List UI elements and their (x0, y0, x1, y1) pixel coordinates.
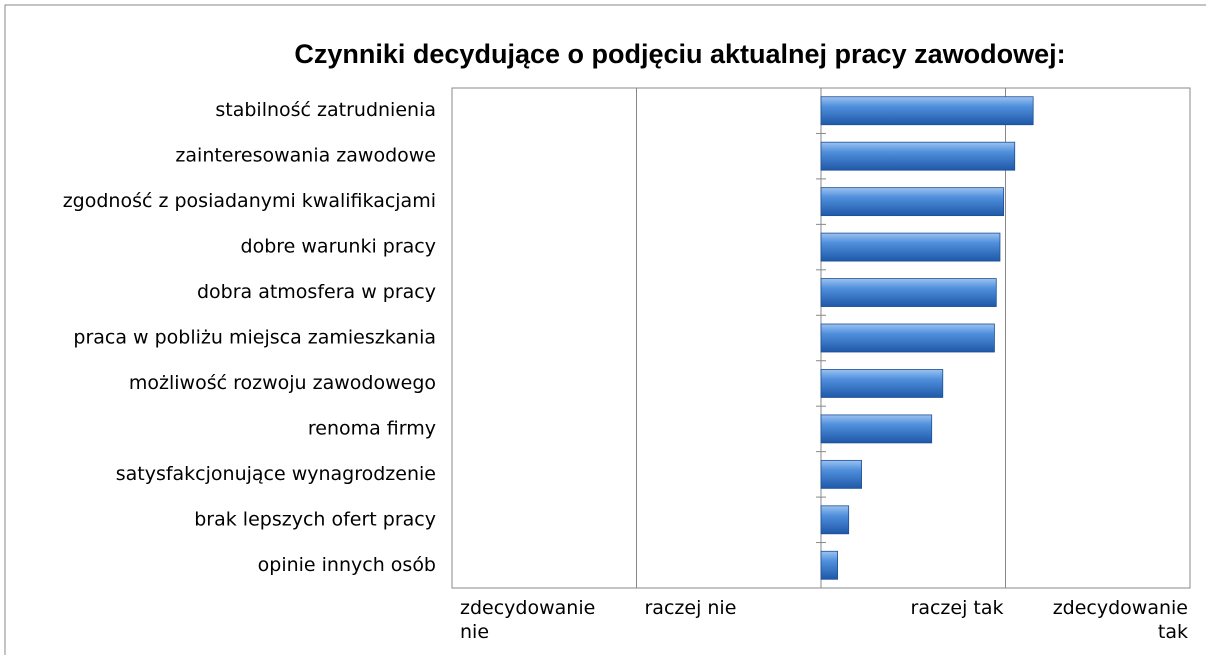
bar (820, 141, 1016, 171)
bar (820, 232, 1001, 262)
x-tick-label: raczej tak (910, 597, 1004, 619)
y-tick-label: zgodność z posiadanymi kwalifikacjami (63, 190, 436, 212)
y-tick-label: praca w pobliżu miejsca zamieszkania (73, 327, 436, 349)
y-tick-label: dobra atmosfera w pracy (197, 281, 436, 303)
bar (820, 505, 850, 535)
y-tick-label: zainteresowania zawodowe (175, 145, 436, 167)
bar (820, 278, 997, 307)
y-tick-label: stabilność zatrudnienia (215, 99, 436, 121)
bar (820, 323, 995, 353)
y-tick-label: satysfakcjonujące wynagrodzenie (116, 463, 436, 485)
y-tick-label: brak lepszych ofert pracy (194, 508, 436, 530)
bar (820, 414, 933, 444)
chart-border (4, 4, 1206, 655)
bar (820, 187, 1005, 217)
y-tick-label: możliwość rozwoju zawodowego (129, 372, 436, 394)
y-tick-label: dobre warunki pracy (241, 236, 436, 258)
bar (820, 96, 1034, 126)
x-tick-label: zdecydowanie nie (460, 597, 596, 643)
y-tick-label: opinie innych osób (258, 554, 436, 576)
bar (820, 369, 944, 398)
chart-title: Czynniki decydujące o podjęciu aktualnej… (294, 39, 1065, 69)
x-tick-label: zdecydowanie tak (1052, 597, 1188, 643)
bar (820, 459, 862, 489)
x-tick-label: raczej nie (644, 597, 737, 619)
y-tick-label: renoma firmy (308, 417, 436, 439)
bar (820, 550, 839, 580)
